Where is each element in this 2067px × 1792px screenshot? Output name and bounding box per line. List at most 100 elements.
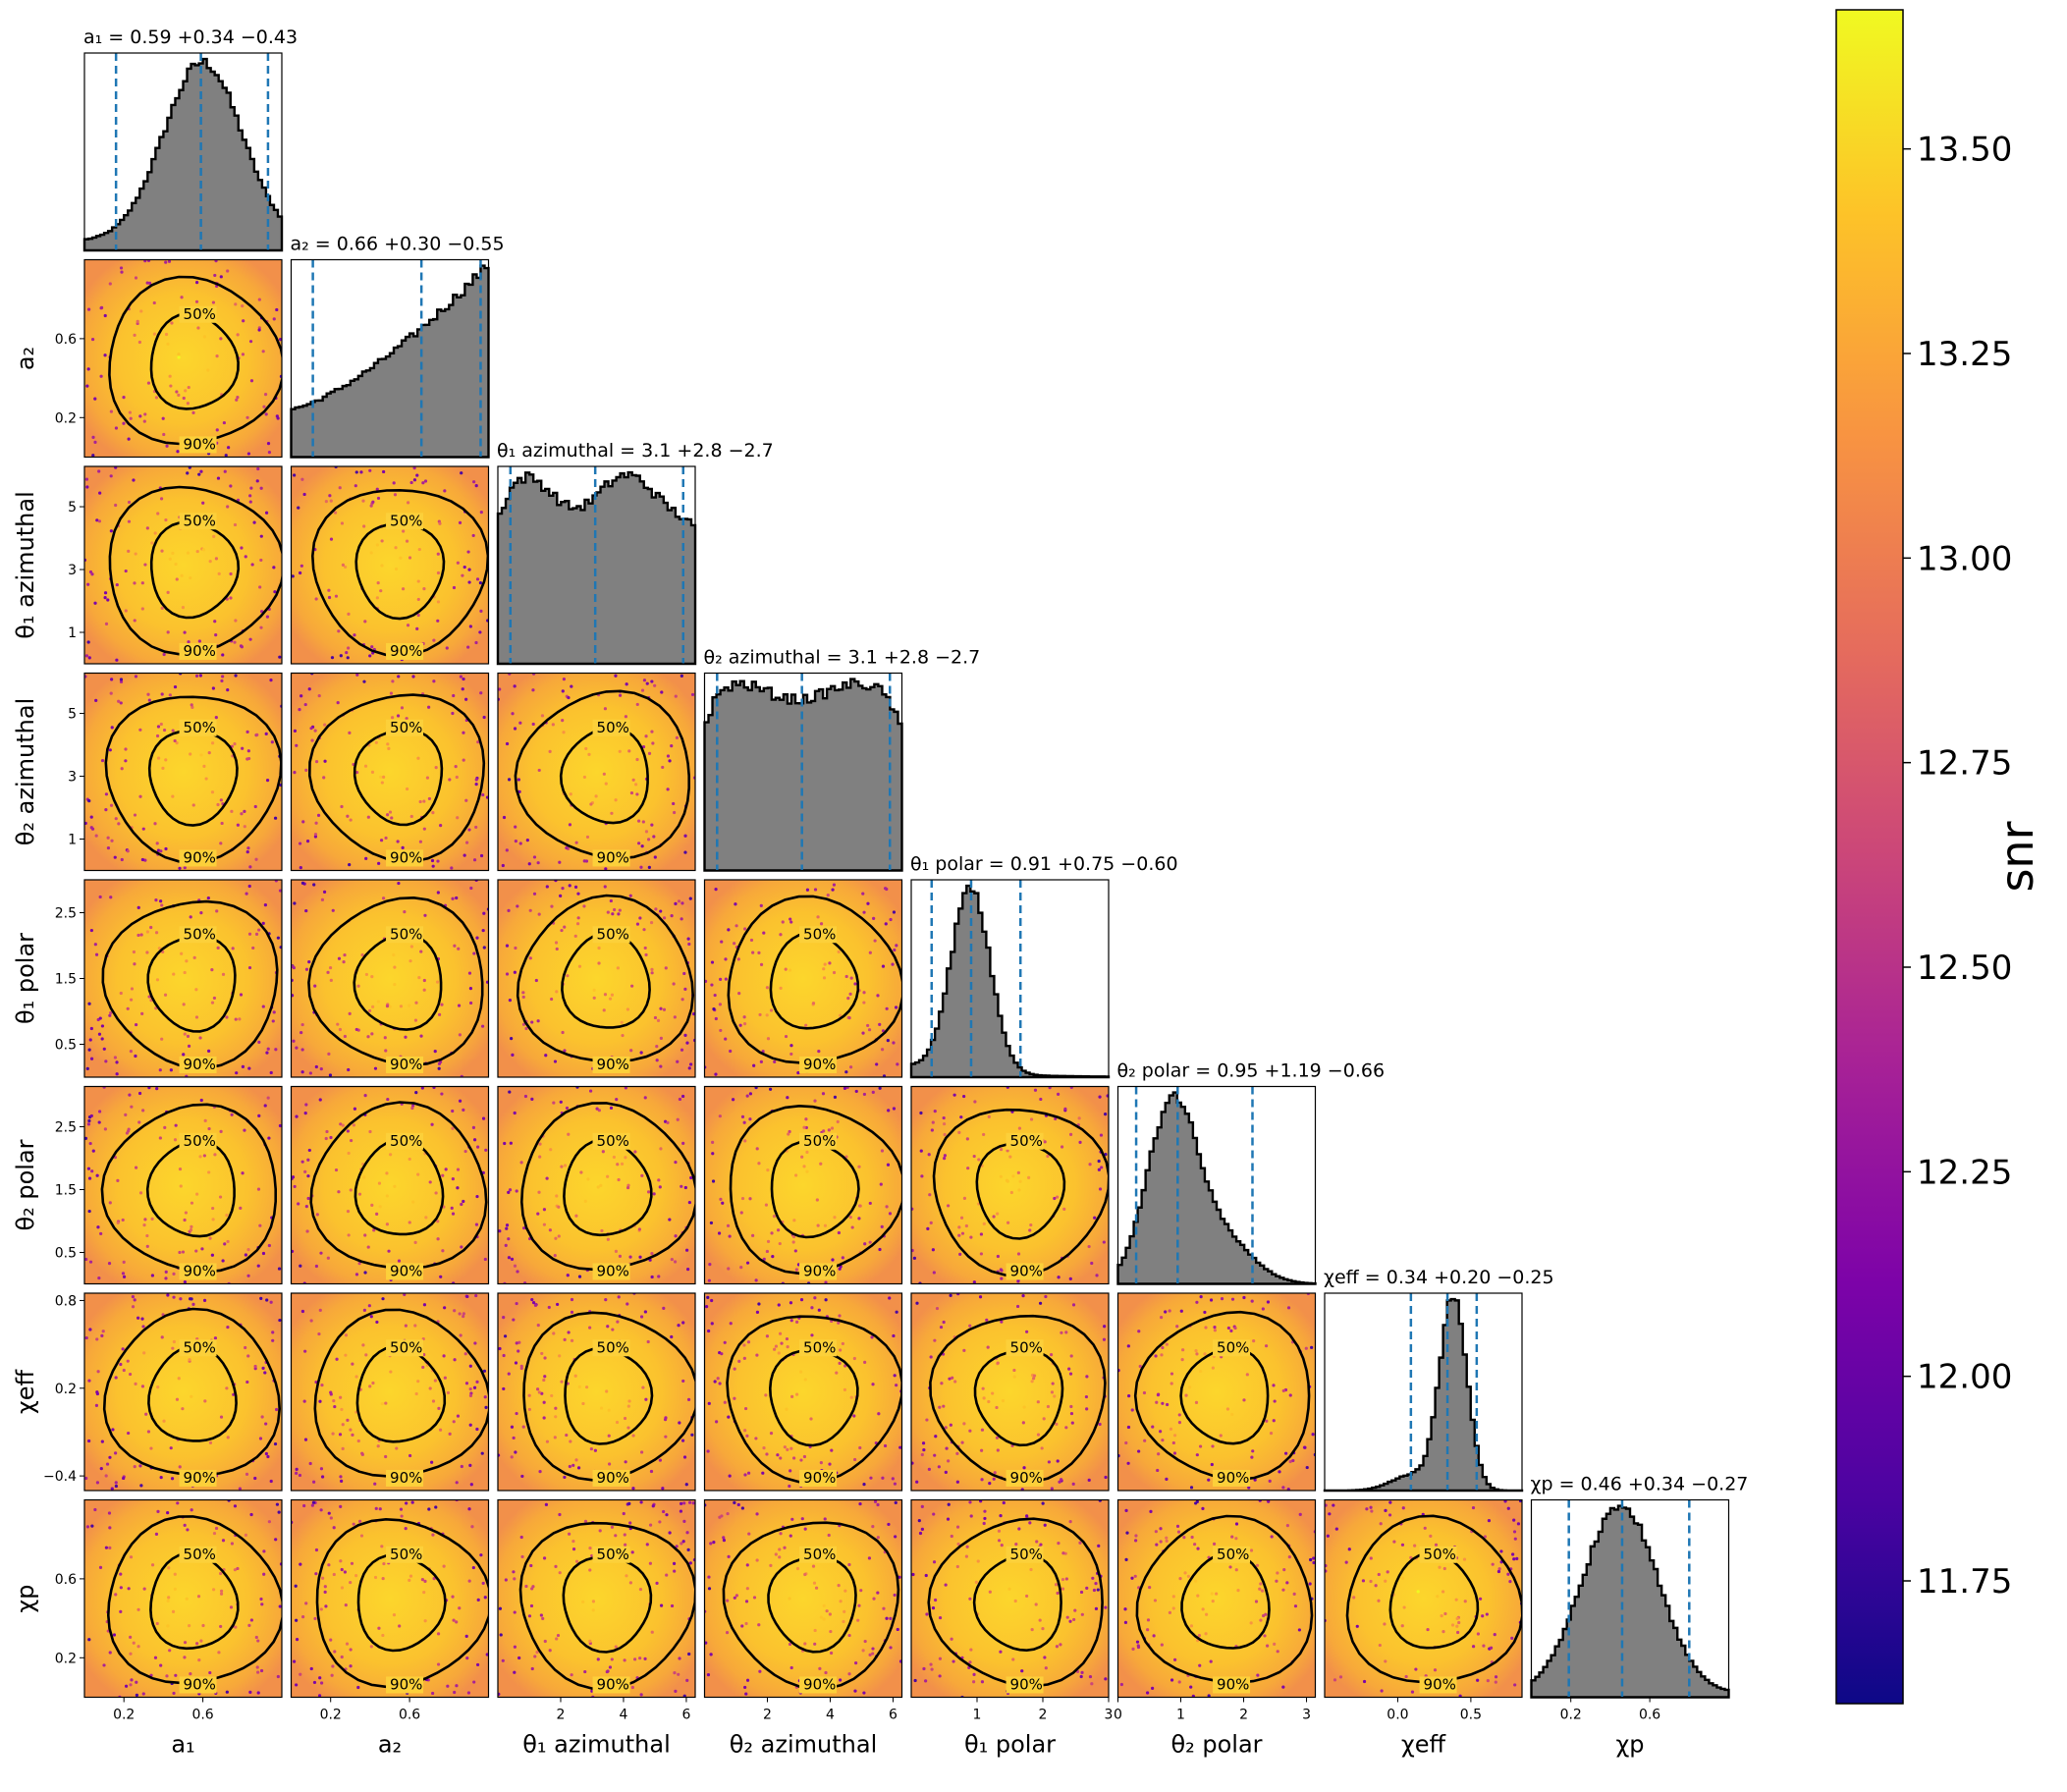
sample-point bbox=[356, 1439, 360, 1443]
panel-frame bbox=[703, 1498, 903, 1699]
sample-point bbox=[1091, 1576, 1095, 1580]
sample-point bbox=[1126, 1425, 1131, 1430]
sample-point bbox=[896, 1627, 899, 1632]
sample-point bbox=[1177, 1421, 1182, 1425]
sample-point bbox=[1179, 1309, 1183, 1313]
sample-point bbox=[153, 1656, 158, 1659]
colorbar-tick-label: 12.75 bbox=[1917, 744, 2012, 784]
sample-point bbox=[202, 764, 206, 768]
sample-point bbox=[680, 1542, 683, 1546]
sample-point bbox=[434, 1191, 438, 1195]
panel-frame bbox=[1116, 1085, 1317, 1285]
sample-point bbox=[1000, 1543, 1004, 1548]
sample-point bbox=[154, 396, 159, 400]
sample-point bbox=[581, 1600, 585, 1603]
sample-point bbox=[922, 1447, 926, 1452]
sample-point bbox=[778, 1241, 782, 1246]
sample-point bbox=[248, 340, 253, 344]
sample-point bbox=[1211, 1366, 1215, 1370]
sample-point bbox=[823, 1223, 828, 1227]
sample-point bbox=[411, 1104, 415, 1108]
sample-point bbox=[934, 1435, 938, 1439]
sample-point bbox=[749, 938, 754, 943]
sample-point bbox=[559, 1100, 563, 1104]
sample-point bbox=[89, 928, 93, 933]
sample-point bbox=[838, 1314, 842, 1318]
sample-point bbox=[1098, 1095, 1102, 1099]
density-fill bbox=[291, 1293, 489, 1491]
sample-point bbox=[1515, 1556, 1519, 1560]
sample-point bbox=[464, 697, 468, 701]
sample-point bbox=[527, 1614, 532, 1618]
sample-point bbox=[179, 1184, 183, 1188]
sample-point bbox=[170, 321, 174, 325]
sample-point bbox=[186, 551, 190, 555]
sample-point bbox=[957, 1130, 961, 1134]
sample-point bbox=[1388, 1500, 1392, 1504]
sample-point bbox=[577, 964, 582, 968]
sample-point bbox=[681, 1141, 685, 1145]
sample-point bbox=[475, 936, 479, 940]
sample-point bbox=[779, 1532, 783, 1536]
sample-point bbox=[771, 1255, 775, 1259]
sample-point bbox=[269, 1070, 273, 1075]
sample-point bbox=[536, 1212, 540, 1216]
density-fill bbox=[704, 880, 902, 1077]
sample-point bbox=[1242, 1295, 1246, 1300]
sample-point bbox=[388, 1005, 392, 1008]
sample-point bbox=[91, 435, 95, 439]
sample-point bbox=[773, 1059, 777, 1064]
sample-point bbox=[1276, 1571, 1279, 1575]
sample-point bbox=[127, 519, 132, 523]
sample-point bbox=[394, 567, 399, 571]
sample-point bbox=[299, 694, 303, 698]
histogram-panel-4: θ₁ polar = 0.91 +0.75 −0.60 bbox=[909, 853, 1178, 1079]
sample-point bbox=[687, 1200, 691, 1205]
sample-point bbox=[247, 965, 252, 970]
sample-point bbox=[982, 1521, 986, 1526]
sample-point bbox=[399, 556, 403, 560]
colorbar-tick-label: 11.75 bbox=[1917, 1562, 2012, 1602]
sample-point bbox=[181, 1250, 186, 1254]
sample-point bbox=[201, 1623, 205, 1628]
sample-point bbox=[1056, 1459, 1060, 1463]
sample-point bbox=[734, 924, 738, 928]
sample-point bbox=[568, 884, 571, 888]
sample-point bbox=[1486, 1679, 1490, 1683]
sample-point bbox=[221, 1539, 226, 1543]
sample-point bbox=[747, 1532, 751, 1536]
sample-point bbox=[1513, 1537, 1517, 1541]
sample-point bbox=[638, 1255, 642, 1259]
density-fill bbox=[84, 673, 282, 871]
sample-point bbox=[576, 892, 580, 896]
sample-point bbox=[405, 717, 408, 721]
sample-point bbox=[177, 1377, 181, 1381]
sample-point bbox=[983, 1509, 987, 1513]
sample-point bbox=[300, 1070, 304, 1074]
sample-point bbox=[798, 1370, 803, 1374]
sample-point bbox=[346, 1418, 350, 1422]
sample-point bbox=[210, 1253, 214, 1257]
sample-point bbox=[1102, 1337, 1107, 1341]
sample-point bbox=[256, 1691, 260, 1695]
sample-point bbox=[162, 1419, 166, 1423]
sample-point bbox=[848, 992, 852, 996]
sample-point bbox=[980, 1478, 984, 1482]
sample-point bbox=[295, 1467, 299, 1472]
sample-point bbox=[178, 1465, 182, 1469]
sample-point bbox=[800, 1517, 804, 1521]
sample-point bbox=[340, 1567, 344, 1572]
sample-point bbox=[885, 1006, 889, 1010]
sample-point bbox=[177, 355, 181, 359]
sample-point bbox=[515, 1341, 518, 1345]
sample-point bbox=[1029, 1567, 1033, 1572]
sample-point bbox=[246, 846, 250, 850]
sample-point bbox=[1177, 1413, 1181, 1417]
sample-point bbox=[662, 1509, 666, 1514]
sample-point bbox=[1369, 1556, 1373, 1560]
sample-point bbox=[626, 1426, 630, 1430]
sample-point bbox=[519, 1535, 523, 1540]
sample-point bbox=[384, 1049, 388, 1053]
sample-point bbox=[140, 1317, 144, 1321]
